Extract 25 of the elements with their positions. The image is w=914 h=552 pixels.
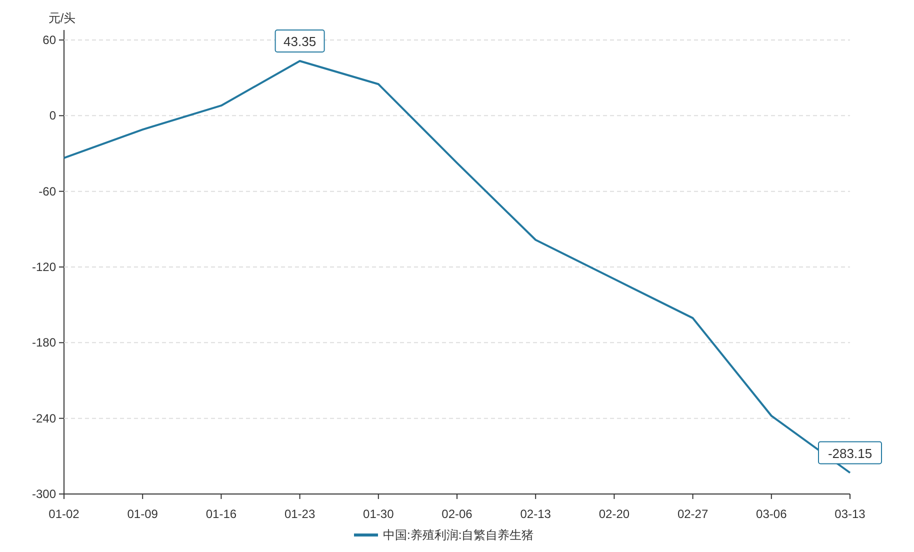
x-tick-label: 01-09: [127, 507, 158, 521]
x-tick-label: 03-06: [756, 507, 788, 521]
x-tick-label: 01-30: [363, 507, 394, 521]
y-tick-label: -300: [32, 487, 56, 501]
x-tick-label: 02-20: [598, 507, 630, 521]
y-tick-label: 60: [42, 33, 56, 47]
label: -283.15: [818, 441, 882, 464]
x-tick-label: 03-13: [834, 507, 866, 521]
label: 43.35: [274, 30, 325, 52]
y-tick-label: -120: [32, 260, 56, 274]
y-tick-label: -60: [38, 184, 56, 198]
y-tick-label: -180: [32, 336, 56, 350]
y-axis-title: 元/头: [48, 11, 76, 25]
data-label: -283.15: [828, 446, 872, 461]
x-tick-label: 02-27: [677, 507, 708, 521]
x-tick-label: 01-16: [206, 507, 237, 521]
x-tick-label: 02-06: [442, 507, 473, 521]
x-tick-label: 02-13: [520, 507, 552, 521]
data-label: 43.35: [284, 34, 316, 49]
y-tick-label: -240: [32, 411, 56, 426]
y-tick-label: 0: [49, 108, 56, 123]
legend-label: 中国:养殖利润:自繁自养生猪: [383, 528, 534, 542]
legend: 中国:养殖利润:自繁自养生猪: [354, 528, 534, 542]
x-tick-label: 01-23: [284, 507, 316, 521]
x-tick-label: 01-02: [48, 507, 80, 521]
